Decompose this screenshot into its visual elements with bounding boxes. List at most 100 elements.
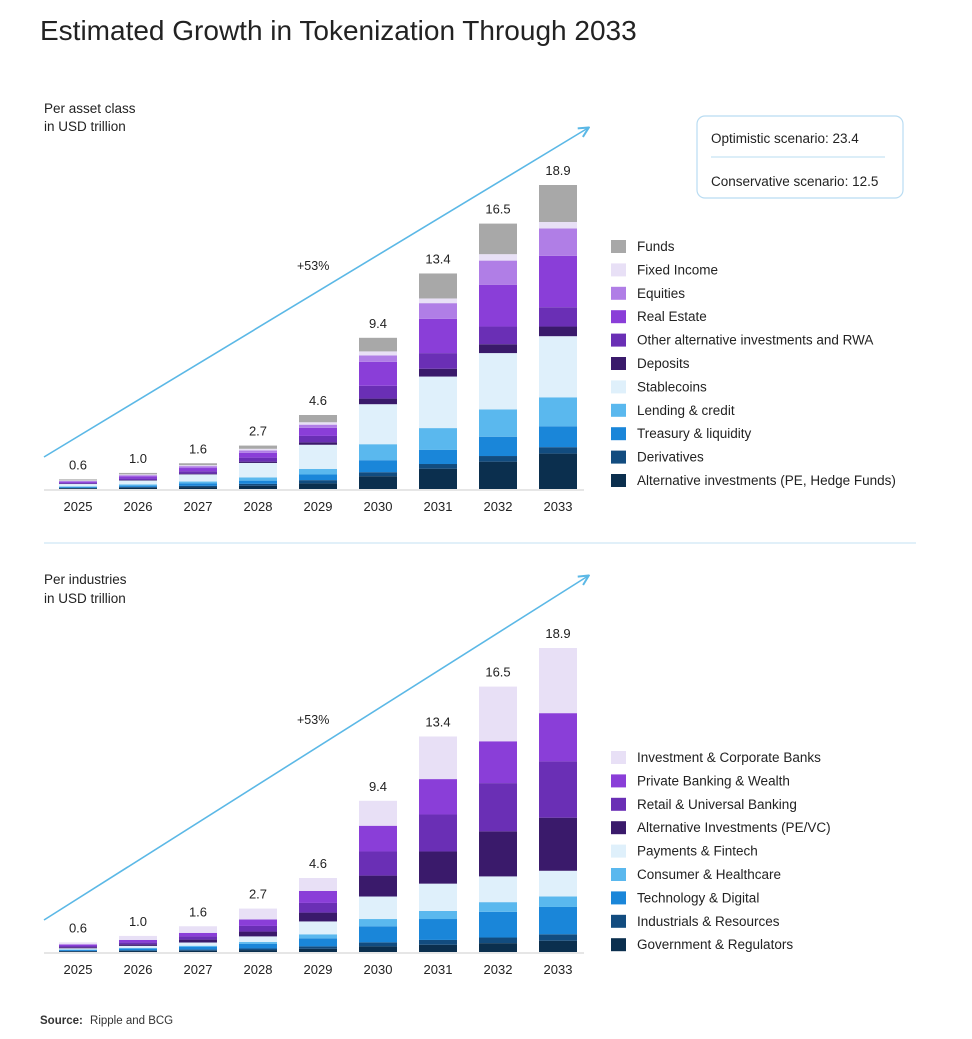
- bar-segment: [539, 326, 577, 337]
- bar-segment: [419, 318, 457, 354]
- bar-segment: [239, 445, 277, 449]
- bar-segment: [419, 273, 457, 299]
- legend-label: Treasury & liquidity: [637, 426, 752, 441]
- bar-segment: [479, 254, 517, 261]
- bar-segment: [179, 939, 217, 943]
- bar-segment: [419, 449, 457, 465]
- x-tick-label: 2027: [184, 962, 213, 977]
- bar-segment: [239, 462, 277, 478]
- bar-segment: [299, 921, 337, 935]
- bar-segment: [479, 326, 517, 345]
- bar-segment: [239, 936, 277, 943]
- bar-segment: [239, 485, 277, 489]
- bar-total-label: 18.9: [545, 163, 570, 178]
- bar-segment: [419, 919, 457, 940]
- bar-segment: [179, 483, 217, 486]
- legend-label: Retail & Universal Banking: [637, 797, 797, 812]
- bar-segment: [239, 942, 277, 944]
- legend-swatch: [611, 774, 626, 788]
- bar-segment: [539, 648, 577, 714]
- bar-segment: [179, 463, 217, 466]
- bar-segment: [479, 686, 517, 742]
- bar-segment: [59, 951, 97, 952]
- legend-label: Lending & credit: [637, 403, 735, 418]
- bar-segment: [119, 935, 157, 940]
- bar-segment: [419, 910, 457, 920]
- bar-total-label: 9.4: [369, 779, 387, 794]
- x-tick-label: 2026: [124, 499, 153, 514]
- chart1-bars: [59, 185, 577, 489]
- bar-segment: [239, 919, 277, 926]
- bar-segment: [119, 474, 157, 476]
- optimistic-scenario: Optimistic scenario: 23.4: [711, 131, 859, 146]
- bar-segment: [359, 404, 397, 445]
- x-tick-label: 2032: [484, 499, 513, 514]
- legend-label: Investment & Corporate Banks: [637, 750, 821, 765]
- bar-total-label: 16.5: [485, 665, 510, 680]
- bar-segment: [59, 949, 97, 951]
- bar-segment: [419, 736, 457, 780]
- bar-segment: [179, 473, 217, 475]
- bar-segment: [239, 950, 277, 952]
- bar-segment: [179, 468, 217, 472]
- bar-segment: [119, 475, 157, 477]
- bar-segment: [419, 428, 457, 450]
- bar-total-label: 1.0: [129, 451, 147, 466]
- bar-segment: [299, 442, 337, 445]
- bar-segment: [539, 761, 577, 818]
- bar-segment: [359, 476, 397, 489]
- chart1-growth-label: +53%: [297, 259, 329, 273]
- bar-segment: [539, 228, 577, 256]
- chart1-x-ticks: 2025 2026 2027 2028 2029 2030 2031 2032 2033: [64, 499, 573, 514]
- bar-segment: [119, 942, 157, 945]
- x-tick-label: 2029: [304, 499, 333, 514]
- bar-segment: [479, 456, 517, 462]
- legend-label: Payments & Fintech: [637, 844, 758, 859]
- bar-segment: [239, 943, 277, 949]
- bar-segment: [299, 444, 337, 469]
- bar-segment: [359, 460, 397, 473]
- bar-segment: [299, 934, 337, 939]
- bar-segment: [299, 415, 337, 423]
- bar-segment: [179, 485, 217, 488]
- bar-segment: [59, 488, 97, 489]
- bar-segment: [119, 945, 157, 948]
- bar-segment: [539, 307, 577, 327]
- bar-segment: [419, 298, 457, 304]
- bar-total-label: 1.6: [189, 904, 207, 919]
- chart2-total-labels: 0.6 1.0 1.6 2.7 4.6 9.4 13.4 16.5 18.9: [69, 626, 571, 935]
- bar-segment: [539, 817, 577, 871]
- legend-swatch: [611, 797, 626, 811]
- bar-segment: [239, 931, 277, 937]
- bar-segment: [119, 951, 157, 952]
- legend-label: Alternative investments (PE, Hedge Funds…: [637, 473, 896, 488]
- bar-segment: [539, 896, 577, 907]
- bar-segment: [539, 453, 577, 489]
- bar-segment: [59, 482, 97, 484]
- bar-segment: [359, 946, 397, 952]
- bar-segment: [179, 474, 217, 482]
- legend-label: Private Banking & Wealth: [637, 773, 790, 788]
- bar-segment: [359, 337, 397, 352]
- chart2-growth-label: +53%: [297, 713, 329, 727]
- bar-segment: [359, 385, 397, 399]
- bar-segment: [359, 896, 397, 920]
- bar-total-label: 4.6: [309, 393, 327, 408]
- bar-segment: [479, 260, 517, 285]
- bar-segment: [179, 947, 217, 950]
- bar-segment: [59, 486, 97, 487]
- chart2-legend: Investment & Corporate Banks Private Bank…: [611, 750, 831, 952]
- bar-segment: [479, 876, 517, 903]
- bar-segment: [119, 939, 157, 943]
- bar-segment: [119, 472, 157, 475]
- source-label: Source:: [40, 1015, 83, 1027]
- bar-total-label: 2.7: [249, 424, 267, 439]
- bar-total-label: 18.9: [545, 626, 570, 641]
- bar-segment: [539, 713, 577, 762]
- x-tick-label: 2025: [64, 499, 93, 514]
- bar-segment: [179, 487, 217, 489]
- bar-segment: [299, 435, 337, 443]
- bar-segment: [359, 355, 397, 362]
- bar-segment: [479, 436, 517, 457]
- bar-segment: [299, 948, 337, 952]
